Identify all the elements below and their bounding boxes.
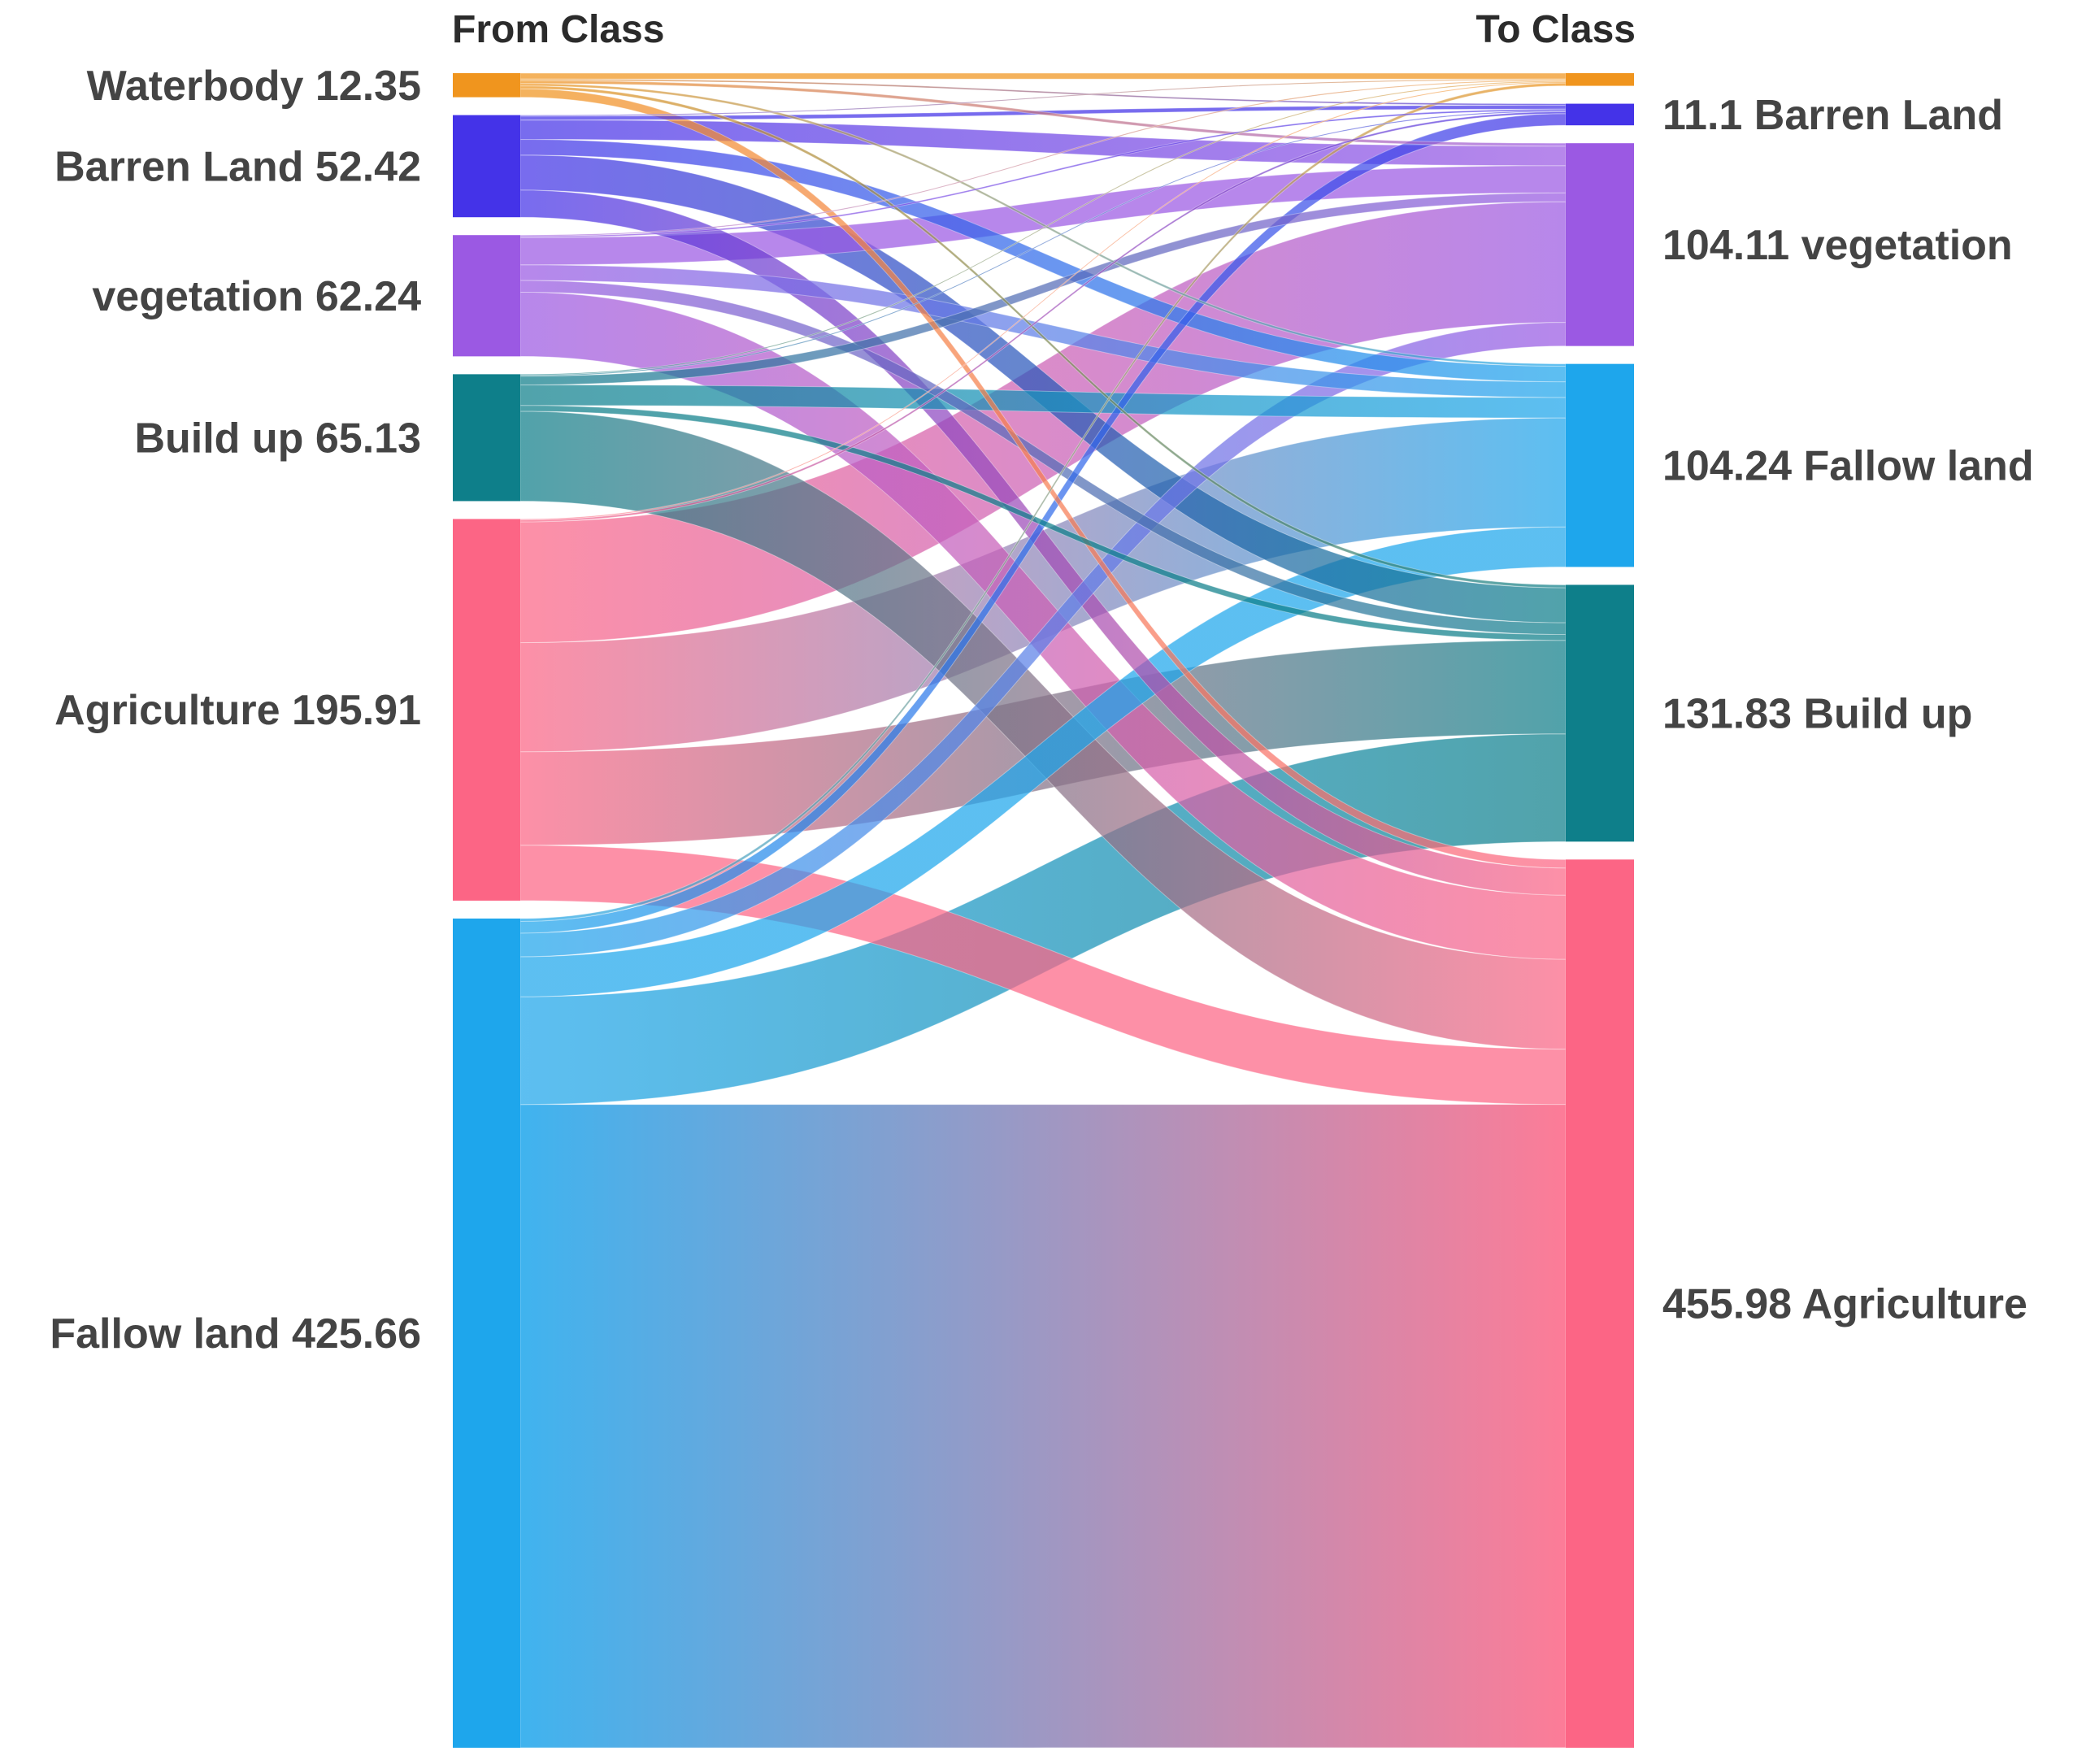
source-node-build-up: [453, 374, 520, 502]
from-class-header: From Class: [452, 8, 664, 51]
target-node-barren-land: [1566, 103, 1634, 126]
target-label-agriculture: 455.98 Agriculture: [1662, 1281, 2027, 1328]
target-node-fallow-land: [1566, 363, 1634, 567]
source-label-waterbody: Waterbody 12.35: [87, 63, 421, 110]
flow-fallow-land-to-agriculture: [519, 1104, 1567, 1749]
node-labels: Waterbody 12.35 Barren Land 52.42 vegetati…: [50, 63, 2033, 1358]
target-label-build-up: 131.83 Build up: [1662, 690, 1972, 737]
source-node-barren-land: [453, 115, 520, 218]
source-label-agriculture: Agriculture 195.91: [54, 687, 421, 734]
source-node-agriculture: [453, 519, 520, 901]
target-label-fallow-land: 104.24 Fallow land: [1662, 443, 2034, 490]
flow-fallow-land-to-vegetation: [519, 322, 1567, 958]
source-node-fallow-land: [453, 918, 520, 1748]
source-node-waterbody: [453, 73, 520, 98]
source-node-vegetation: [453, 235, 520, 357]
target-node-vegetation: [1566, 143, 1634, 346]
target-node-build-up: [1566, 584, 1634, 842]
to-class-header: To Class: [1476, 8, 1636, 51]
source-label-build-up: Build up 65.13: [134, 415, 421, 462]
target-label-barren-land: 11.1 Barren Land: [1662, 92, 2003, 139]
target-node-agriculture: [1566, 859, 1634, 1748]
target-label-vegetation: 104.11 vegetation: [1662, 222, 2013, 269]
source-label-fallow-land: Fallow land 425.66: [50, 1310, 421, 1358]
target-node-waterbody: [1566, 73, 1634, 86]
flow-links: [519, 72, 1567, 1749]
flow-waterbody-to-waterbody: [519, 72, 1567, 80]
source-label-vegetation: vegetation 62.24: [92, 273, 421, 320]
flow-fallow-land-to-waterbody: [519, 82, 1567, 923]
source-label-barren-land: Barren Land 52.42: [54, 143, 421, 190]
class-nodes: [453, 73, 1634, 1748]
